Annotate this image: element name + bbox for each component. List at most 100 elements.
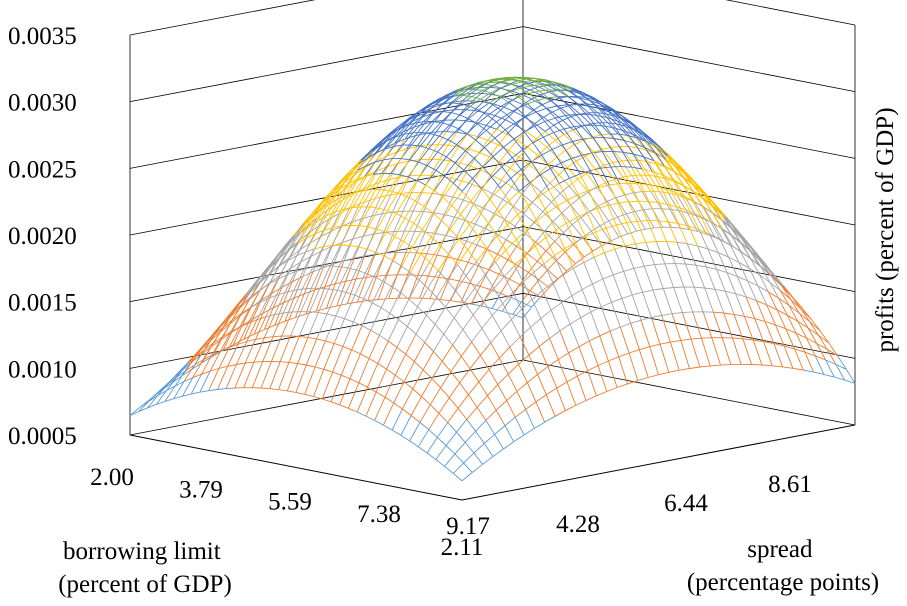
mesh-line	[597, 112, 609, 124]
mesh-line	[599, 103, 609, 113]
mesh-line	[738, 261, 750, 269]
mesh-line	[621, 159, 631, 162]
mesh-line	[807, 327, 818, 344]
mesh-line	[558, 174, 570, 187]
mesh-line	[700, 216, 710, 235]
mesh-line	[429, 277, 440, 299]
mesh-line	[747, 280, 759, 287]
mesh-line	[688, 226, 699, 247]
mesh-line	[321, 371, 334, 400]
mesh-line	[316, 307, 327, 312]
mesh-line	[283, 235, 294, 247]
mesh-line	[447, 422, 457, 433]
mesh-line	[604, 252, 614, 275]
mesh-line	[466, 223, 476, 242]
mesh-line	[352, 190, 364, 208]
mesh-line	[471, 90, 483, 97]
mesh-line	[473, 443, 485, 454]
mesh-line	[376, 228, 387, 233]
mesh-line	[486, 78, 496, 82]
mesh-line	[465, 150, 475, 159]
mesh-line	[539, 164, 549, 174]
mesh-line	[636, 135, 646, 148]
mesh-line	[409, 174, 421, 177]
mesh-line	[755, 300, 766, 322]
mesh-line	[496, 119, 506, 130]
mesh-line	[549, 89, 559, 97]
mesh-line	[312, 246, 324, 268]
mesh-line	[269, 274, 281, 283]
mesh-line	[564, 248, 574, 269]
mesh-line	[445, 431, 457, 446]
mesh-line	[803, 369, 814, 373]
mesh-line	[650, 317, 661, 345]
mesh-line	[289, 232, 301, 250]
mesh-line	[422, 107, 432, 118]
mesh-line	[456, 419, 468, 433]
mesh-line	[322, 191, 332, 202]
mesh-line	[439, 159, 450, 162]
mesh-line	[419, 422, 429, 431]
mesh-line	[491, 176, 501, 189]
mesh-line	[453, 182, 463, 192]
mesh-line	[555, 134, 565, 141]
mesh-line	[233, 338, 245, 345]
mesh-line	[690, 338, 701, 368]
mesh-line	[314, 267, 324, 291]
mesh-line	[718, 252, 729, 258]
mesh-line	[355, 176, 365, 181]
mesh-line	[611, 108, 621, 116]
mesh-line	[328, 213, 340, 220]
mesh-line	[687, 174, 698, 185]
mesh-line	[287, 236, 297, 252]
mesh-line	[835, 364, 846, 381]
mesh-line	[518, 93, 530, 98]
mesh-line	[318, 196, 330, 212]
z-tick-label: 0.0025	[8, 156, 77, 183]
mesh-line	[498, 259, 509, 275]
mesh-line	[439, 144, 449, 160]
mesh-line	[317, 204, 329, 221]
mesh-line	[429, 387, 441, 405]
mesh-line	[675, 181, 687, 199]
mesh-line	[353, 176, 365, 193]
mesh-line	[371, 173, 383, 190]
mesh-line	[320, 196, 330, 205]
mesh-line	[291, 288, 303, 313]
mesh-line	[580, 112, 589, 115]
mesh-line	[309, 288, 321, 312]
mesh-line	[606, 117, 617, 129]
mesh-line	[528, 346, 540, 356]
mesh-line	[516, 391, 527, 410]
mesh-line	[596, 391, 607, 397]
mesh-line	[395, 133, 405, 138]
mesh-line	[530, 84, 542, 87]
mesh-line	[287, 255, 298, 261]
mesh-line	[495, 233, 507, 241]
mesh-line	[325, 195, 337, 205]
mesh-line	[772, 273, 783, 287]
mesh-line	[428, 135, 440, 149]
mesh-line	[384, 375, 396, 398]
mesh-line	[692, 311, 702, 339]
mesh-line	[492, 448, 504, 457]
mesh-line	[462, 93, 472, 102]
mesh-line	[422, 229, 432, 238]
mesh-line	[376, 140, 388, 153]
mesh-line	[485, 420, 495, 435]
mesh-line	[483, 443, 494, 457]
mesh-line	[753, 339, 764, 343]
mesh-line	[468, 224, 479, 237]
mesh-line	[537, 97, 549, 101]
mesh-line	[182, 393, 192, 397]
mesh-line	[295, 223, 306, 237]
mesh-line	[501, 166, 512, 179]
mesh-line	[378, 313, 391, 336]
mesh-line	[356, 387, 368, 413]
mesh-line	[513, 193, 523, 207]
mesh-line	[640, 317, 652, 321]
mesh-line	[334, 208, 344, 213]
mesh-line	[763, 341, 774, 345]
mesh-line	[223, 319, 233, 328]
mesh-line	[722, 221, 733, 237]
